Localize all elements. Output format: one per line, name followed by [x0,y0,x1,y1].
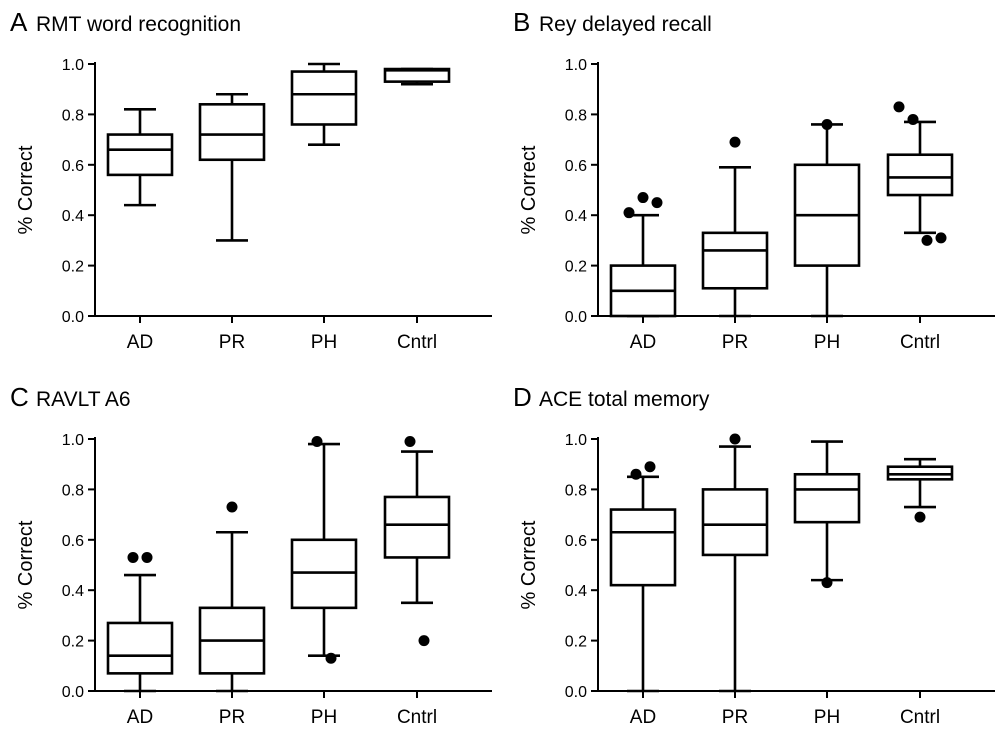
outlier-point [637,192,649,204]
outlier-point [311,436,323,448]
x-tick-label: PH [311,707,337,728]
y-tick-label: 0.6 [565,158,587,175]
x-tick-label: Cntrl [900,332,940,353]
y-tick-label: 0.8 [62,482,84,499]
y-axis-label: % Correct [15,145,37,234]
panel-title: ACE total memory [539,388,710,411]
x-tick-label: Cntrl [397,707,437,728]
outlier-point [729,136,741,148]
panel-letter: D [513,382,532,412]
y-tick-label: 1.0 [62,432,84,449]
y-tick-label: 0.6 [565,533,587,550]
y-tick-label: 0.2 [62,259,84,276]
x-tick-label: PH [814,707,840,728]
x-tick-label: PH [814,332,840,353]
chart-panel-b: B Rey delayed recall % Correct 0.0 0.2 0.4 0.6… [503,0,1006,375]
y-tick-label: 0.4 [62,583,84,600]
box-pr [701,488,769,557]
panel-letter: A [10,7,28,37]
x-tick-label: AD [127,707,153,728]
box-ph [793,472,861,524]
chart-panel-c: C RAVLT A6 % Correct 0.0 0.2 0.4 0.6 0.8 1.0 AD PR… [0,375,503,750]
box-ph [290,70,358,126]
x-tick-label: PR [219,332,245,353]
outlier-point [404,436,416,448]
y-tick-label: 0.6 [62,158,84,175]
box-pr [701,231,769,290]
outlier-point [418,635,430,647]
y-tick-label: 0.0 [565,309,587,326]
y-tick-label: 0.2 [62,634,84,651]
outlier-point [325,652,337,664]
y-tick-label: 0.2 [565,259,587,276]
y-tick-label: 0.8 [565,107,587,124]
y-tick-label: 0.0 [62,684,84,701]
x-tick-label: AD [630,707,656,728]
outlier-point [623,207,635,219]
panel-letter: C [10,382,29,412]
x-tick-label: PH [311,332,337,353]
x-tick-label: Cntrl [900,707,940,728]
box-cntrl [383,495,451,559]
y-tick-label: 0.6 [62,533,84,550]
x-tick-label: PR [722,707,748,728]
y-axis-label: % Correct [518,520,540,609]
outlier-point [127,551,139,563]
chart-svg-a: A RMT word recognition % Correct 0.0 0.2 0.4 0… [10,7,492,353]
y-tick-label: 0.0 [565,684,587,701]
x-tick-label: Cntrl [397,332,437,353]
y-tick-label: 0.8 [62,107,84,124]
panel-title: RAVLT A6 [36,388,131,411]
outlier-point [914,511,926,523]
y-tick-label: 1.0 [565,432,587,449]
x-tick-label: PR [219,707,245,728]
y-tick-label: 1.0 [62,57,84,74]
outlier-point [821,118,833,130]
outlier-point [141,551,153,563]
x-tick-label: PR [722,332,748,353]
panel-title: Rey delayed recall [539,13,712,36]
y-axis-label: % Correct [15,520,37,609]
chart-panel-d: D ACE total memory % Correct 0.0 0.2 0.4 0.6 0.… [503,375,1006,750]
outlier-point [729,433,741,445]
outlier-point [630,468,642,480]
box-ad [609,508,677,587]
panel-title: RMT word recognition [36,13,241,36]
box-ad [106,133,174,177]
x-tick-label: AD [127,332,153,353]
panel-letter: B [513,7,530,37]
y-tick-label: 0.0 [62,309,84,326]
outlier-point [226,501,238,513]
x-tick-label: AD [630,332,656,353]
y-tick-label: 0.4 [565,583,587,600]
chart-panel-a: A RMT word recognition % Correct 0.0 0.2 0.4 0… [0,0,503,375]
outlier-point [644,461,656,473]
outlier-point [651,197,663,209]
outlier-point [921,234,933,246]
chart-svg-d: D ACE total memory % Correct 0.0 0.2 0.4 0.6 0.… [513,382,995,728]
outlier-point [907,113,919,125]
box-pr [198,103,266,162]
y-tick-label: 1.0 [565,57,587,74]
y-tick-label: 0.8 [565,482,587,499]
y-tick-label: 0.2 [565,634,587,651]
outlier-point [821,577,833,589]
chart-svg-b: B Rey delayed recall % Correct 0.0 0.2 0.4 0.6… [513,7,995,353]
box-ad [106,621,174,675]
outlier-point [893,101,905,113]
y-axis-label: % Correct [518,145,540,234]
chart-svg-c: C RAVLT A6 % Correct 0.0 0.2 0.4 0.6 0.8 1.0 AD PR… [10,382,492,728]
y-tick-label: 0.4 [62,208,84,225]
outlier-point [935,232,947,244]
y-tick-label: 0.4 [565,208,587,225]
box-cntrl [886,153,954,197]
